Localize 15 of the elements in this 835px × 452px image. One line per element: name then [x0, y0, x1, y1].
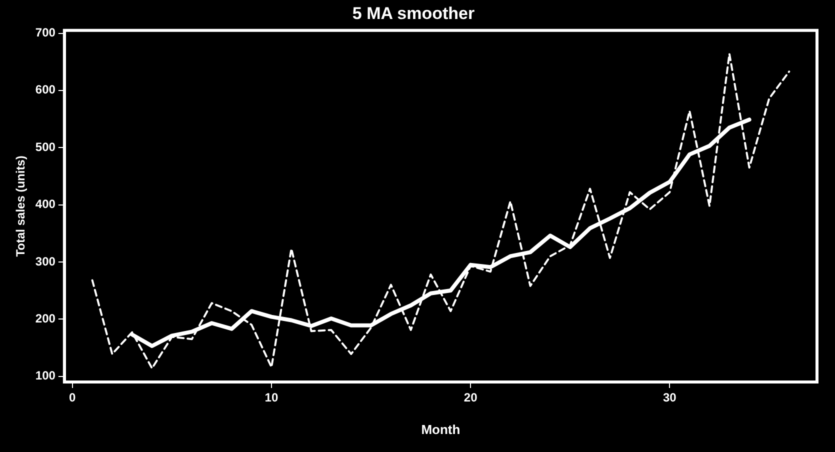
- line-series: [91, 52, 790, 370]
- y-tick-label: 300: [35, 254, 56, 268]
- x-tick-label: 10: [264, 390, 278, 405]
- y-tick-label: 600: [35, 82, 56, 97]
- y-axis-title: Total sales (units): [14, 156, 28, 257]
- x-tick-label: 20: [464, 390, 478, 405]
- y-tick-label: 700: [35, 26, 56, 40]
- x-axis-title: Month: [421, 422, 460, 437]
- y-tick-label: 200: [35, 311, 56, 326]
- x-tick-label: 0: [69, 390, 76, 405]
- chart-title: 5 MA smoother: [352, 4, 475, 23]
- y-tick-label: 400: [35, 197, 56, 212]
- y-tick-label: 100: [35, 368, 56, 383]
- x-tick-label: 30: [662, 390, 677, 405]
- y-tick-label: 500: [35, 140, 56, 154]
